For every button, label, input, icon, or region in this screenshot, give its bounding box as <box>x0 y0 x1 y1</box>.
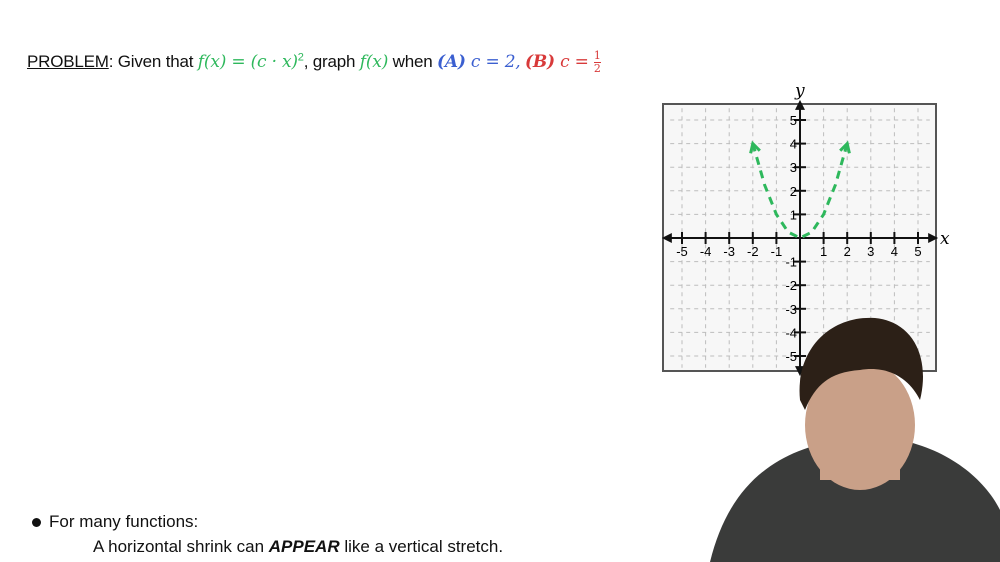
fraction-numerator: 1 <box>593 49 601 63</box>
case-a-label: (A) <box>437 51 466 72</box>
y-tick-label: -2 <box>785 278 797 293</box>
problem-statement: PROBLEM: Given that f(x) = (c · x)2, gra… <box>27 50 601 75</box>
problem-label: PROBLEM <box>27 51 109 71</box>
y-axis-label: y <box>794 81 805 101</box>
given-text: : Given that <box>108 51 198 71</box>
note-line: A horizontal shrink can APPEAR like a ve… <box>93 537 503 557</box>
bullet-icon <box>32 518 41 528</box>
note-pre: A horizontal shrink can <box>93 537 269 556</box>
y-tick-label: -3 <box>785 302 797 317</box>
y-tick-label: 3 <box>790 160 797 175</box>
note-emphasis: APPEAR <box>268 537 340 556</box>
case-a-equation: c = 2, <box>465 51 521 72</box>
exponent: 2 <box>297 51 304 64</box>
y-tick-label: 2 <box>790 184 797 199</box>
x-tick-label: -5 <box>676 244 688 259</box>
bullet-text: For many functions: <box>49 512 199 531</box>
x-tick-label: -1 <box>771 244 783 259</box>
presenter-video <box>710 317 1000 562</box>
x-tick-label: -2 <box>747 244 759 259</box>
y-tick-label: 5 <box>790 113 797 128</box>
x-tick-label: 5 <box>914 244 921 259</box>
y-tick-label: -5 <box>785 349 797 364</box>
graph-text: , graph <box>303 51 360 71</box>
fraction-denominator: 2 <box>593 62 601 75</box>
when-text: when <box>388 51 438 71</box>
equals: = <box>226 51 251 72</box>
note-post: like a vertical stretch. <box>339 537 504 556</box>
x-tick-label: 1 <box>820 244 827 259</box>
x-tick-label: 4 <box>891 244 898 259</box>
x-tick-label: -4 <box>700 244 712 259</box>
curve-arrow-icon <box>749 140 761 154</box>
y-tick-label: 1 <box>790 207 797 222</box>
x-tick-label: -3 <box>723 244 735 259</box>
x-tick-label: 3 <box>867 244 874 259</box>
case-b-label: (B) <box>525 51 555 72</box>
y-tick-label: 4 <box>790 137 797 152</box>
y-tick-label: -1 <box>785 255 797 270</box>
x-tick-label: 2 <box>844 244 851 259</box>
function-expression: (c · x) <box>250 51 298 72</box>
bullet-point: For many functions: <box>32 512 198 532</box>
function-name: f(x) <box>197 51 227 72</box>
y-tick-label: -4 <box>785 325 797 340</box>
function-name-2: f(x) <box>359 51 389 72</box>
case-b-equation: c = <box>554 51 594 72</box>
curve-arrow-icon <box>839 140 851 154</box>
x-axis-label: x <box>940 229 950 249</box>
